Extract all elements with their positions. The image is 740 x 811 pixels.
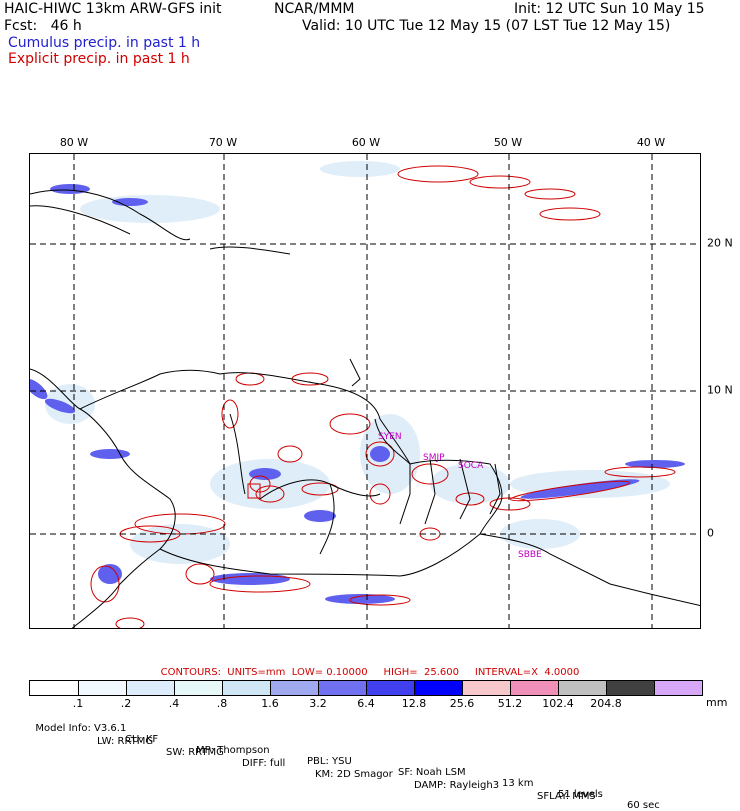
color-scale xyxy=(29,680,703,696)
scale-label: 51.2 xyxy=(497,697,523,710)
scale-label: 3.2 xyxy=(309,697,327,710)
sw-scheme: SW: RRTMG xyxy=(166,747,224,758)
lat-label-20n: 20 N xyxy=(707,236,733,250)
diff-option: DIFF: full xyxy=(242,758,286,769)
km-option: KM: 2D Smagor xyxy=(315,769,393,780)
scale-swatch xyxy=(414,681,462,695)
scale-label: .2 xyxy=(120,697,132,710)
scale-swatch xyxy=(126,681,174,695)
timestep: 60 sec xyxy=(627,800,660,811)
scale-label: .8 xyxy=(216,697,228,710)
lon-label-50w: 50 W xyxy=(493,136,523,149)
contours-info: CONTOURS: UNITS=mm LOW= 0.10000 HIGH= 25… xyxy=(160,667,580,678)
agency-label: NCAR/MMM xyxy=(274,1,355,17)
lw-scheme: LW: RRTMG xyxy=(97,736,154,747)
forecast-hour: Fcst: 46 h xyxy=(4,18,82,34)
scale-swatch xyxy=(606,681,654,695)
scale-label: 25.6 xyxy=(449,697,475,710)
station-sbbe: SBBE xyxy=(518,550,542,560)
scale-label: 204.8 xyxy=(590,697,622,710)
scale-swatch xyxy=(510,681,558,695)
legend-explicit: Explicit precip. in past 1 h xyxy=(8,51,190,67)
sflay-option: SFLAY: MM5 xyxy=(537,791,596,802)
pbl-scheme: PBL: YSU xyxy=(307,756,352,767)
lon-label-70w: 70 W xyxy=(208,136,238,149)
station-syen: SYEN xyxy=(378,432,402,442)
scale-swatch xyxy=(270,681,318,695)
scale-swatch xyxy=(558,681,606,695)
lon-label-80w: 80 W xyxy=(59,136,89,149)
scale-swatch xyxy=(30,681,78,695)
model-title: HAIC-HIWC 13km ARW-GFS init xyxy=(4,1,222,17)
init-time: Init: 12 UTC Sun 10 May 15 xyxy=(514,1,705,17)
model-info-line2: LW: RRTMG SW: RRTMG DIFF: full KM: 2D Sm… xyxy=(29,725,596,802)
resolution: 13 km xyxy=(502,778,534,789)
station-smjp: SMJP xyxy=(423,453,445,463)
scale-label: 12.8 xyxy=(401,697,427,710)
damp-option: DAMP: Rayleigh3 xyxy=(414,780,500,791)
model-info-line1: Model Info: V3.6.1 CU: KF MP: Thompson P… xyxy=(29,712,659,811)
scale-label: 1.6 xyxy=(261,697,279,710)
scale-label: .4 xyxy=(168,697,180,710)
scale-label: .1 xyxy=(72,697,84,710)
scale-swatch xyxy=(654,681,702,695)
scale-swatch xyxy=(78,681,126,695)
scale-swatch xyxy=(318,681,366,695)
light-precip-shading xyxy=(45,161,670,564)
lat-label-10n: 10 N xyxy=(707,383,733,397)
graticule xyxy=(30,154,700,628)
valid-time: Valid: 10 UTC Tue 12 May 15 (07 LST Tue … xyxy=(302,18,671,34)
legend-cumulus: Cumulus precip. in past 1 h xyxy=(8,35,201,51)
lon-label-40w: 40 W xyxy=(636,136,666,149)
sf-scheme: SF: Noah LSM xyxy=(398,767,466,778)
precip-map xyxy=(29,153,701,629)
station-soca: SOCA xyxy=(458,461,484,471)
cumulus-precip xyxy=(30,184,685,604)
coastlines xyxy=(30,189,700,628)
lon-label-60w: 60 W xyxy=(351,136,381,149)
scale-swatch xyxy=(462,681,510,695)
scale-label: 102.4 xyxy=(542,697,574,710)
lat-label-0: 0 xyxy=(707,526,714,540)
explicit-precip xyxy=(90,165,676,628)
scale-label: 6.4 xyxy=(357,697,375,710)
model-version: Model Info: V3.6.1 xyxy=(35,723,127,734)
scale-swatch xyxy=(366,681,414,695)
scale-swatch xyxy=(174,681,222,695)
scale-unit: mm xyxy=(706,696,728,709)
scale-swatch xyxy=(222,681,270,695)
map-canvas xyxy=(30,154,700,628)
